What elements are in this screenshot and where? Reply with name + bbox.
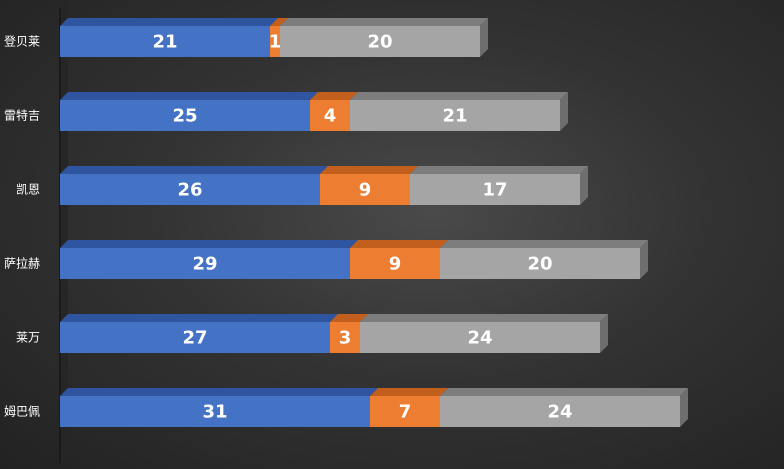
data-label: 20 [527,254,552,275]
bar-top-face [440,388,688,396]
bar-top-face [60,388,378,396]
bar-top-face [350,92,568,100]
data-label: 9 [359,180,372,201]
bar-segment [320,174,410,205]
data-label: 26 [177,180,202,201]
data-label: 31 [202,402,227,423]
bar-segment [370,396,440,427]
bar-segment [410,174,580,205]
bar-side-face [480,18,488,57]
bar-top-face [60,92,318,100]
bar-side-face [560,92,568,131]
data-label: 21 [152,32,177,53]
bar-segment [360,322,600,353]
category-label: 雷特吉 [4,108,40,123]
bar-top-face [60,240,358,248]
data-label: 21 [442,106,467,127]
category-label: 萨拉赫 [4,256,40,271]
bar-segment [280,26,480,57]
bar-segment [350,100,560,131]
category-label: 姆巴佩 [4,405,40,419]
bar-segment [310,100,350,131]
bar-top-face [350,240,448,248]
category-label: 莱万 [16,331,40,345]
bar-side-face [680,388,688,427]
bar-top-face [320,166,418,174]
bar-side-face [580,166,588,205]
bar-segment [440,396,680,427]
bar-side-face [600,314,608,353]
bar-top-face [310,92,358,100]
data-label: 24 [467,328,492,349]
bar-segment [270,26,280,57]
bar-segment [60,174,320,205]
bar-top-face [370,388,448,396]
bar-top-face [440,240,648,248]
bar-top-face [330,314,368,322]
bar-segment [60,396,370,427]
bar-top-face [60,166,328,174]
data-label: 3 [339,328,352,349]
bar-segment [60,248,350,279]
bar-segment [60,26,270,57]
bar-segment [60,322,330,353]
data-label: 17 [482,180,507,201]
data-label: 25 [172,106,197,127]
bars [60,18,688,427]
bar-top-face [270,18,288,26]
bar-top-face [60,18,278,26]
data-label: 29 [192,254,217,275]
bar-segment [350,248,440,279]
bar-top-face [360,314,608,322]
data-label: 24 [547,402,572,423]
data-label: 27 [182,328,207,349]
category-label: 登贝莱 [4,34,40,49]
data-label: 9 [389,254,402,275]
data-label: 20 [367,32,392,53]
bar-segment [60,100,310,131]
bar-top-face [410,166,588,174]
bar-top-face [60,314,338,322]
category-label: 凯恩 [16,183,40,197]
data-label: 1 [269,32,282,53]
data-label: 7 [399,402,412,423]
bar-segment [330,322,360,353]
bar-segment [440,248,640,279]
data-label: 4 [324,106,337,127]
bar-top-face [280,18,488,26]
labels: 登贝莱 21 1 20 雷特吉 25 4 21 凯恩 26 9 17 萨拉赫 29 9 20 莱万 27 3 24 姆巴… [4,32,573,423]
bar-side-face [640,240,648,279]
